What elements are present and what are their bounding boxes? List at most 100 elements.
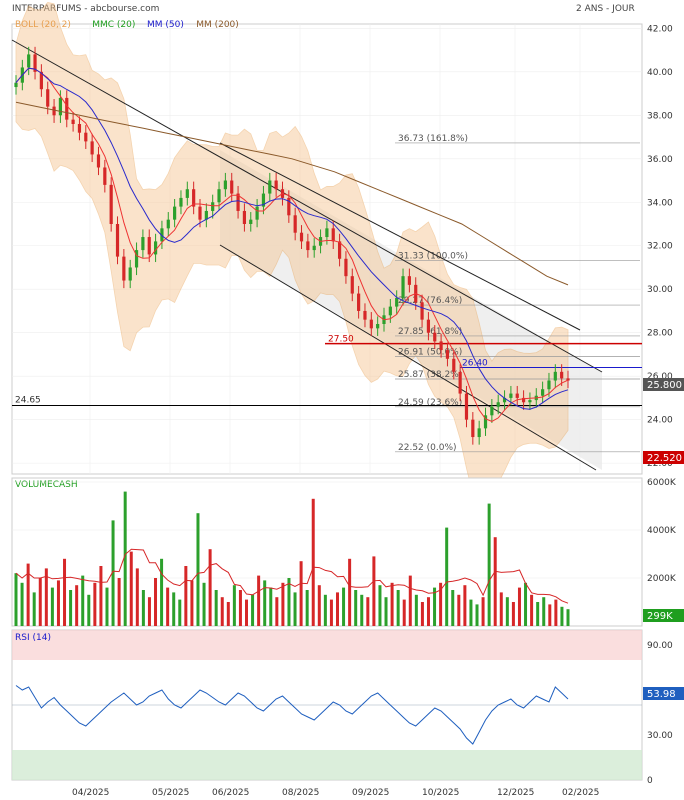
fib-label: 22.52 (0.0%)	[398, 443, 457, 453]
candle-body	[128, 267, 132, 281]
price-tick-label: 28.00	[647, 329, 673, 339]
volume-bar	[166, 587, 170, 626]
candle-body	[109, 184, 113, 224]
price-tick-label: 42.00	[647, 24, 673, 34]
candle-body	[521, 397, 526, 403]
volume-bar	[366, 597, 370, 626]
candle-body	[33, 54, 37, 72]
legend-entry: BOLL (20, 2)	[15, 20, 71, 30]
date-tick-label: 02/2025	[562, 788, 599, 798]
date-tick-label: 04/2025	[72, 788, 109, 798]
candle-body	[204, 210, 208, 220]
candle-body	[420, 302, 424, 320]
date-tick-label: 06/2025	[212, 788, 249, 798]
candle-body	[141, 237, 145, 251]
candle-body	[325, 228, 329, 238]
candle-body	[458, 371, 462, 394]
candle-body	[401, 276, 405, 298]
candle-body	[223, 180, 227, 190]
indicator-legend: BOLL (20, 2) MMC (20) MM (50) MM (200)	[15, 20, 239, 30]
rsi-oversold-zone	[12, 750, 642, 780]
volume-bar	[378, 585, 382, 626]
candle-body	[46, 89, 50, 107]
low-price-label: 22.520	[647, 453, 682, 464]
candle-body	[433, 332, 437, 342]
candle-body	[376, 324, 380, 329]
trendline-middle	[219, 142, 581, 331]
volume-bar	[445, 527, 449, 626]
volume-last-label: 299K	[647, 611, 673, 622]
volume-bar	[457, 594, 461, 626]
volume-bar	[335, 592, 339, 626]
volume-bar	[26, 563, 30, 626]
volume-bar	[147, 597, 151, 626]
price-tick-label: 26.00	[647, 372, 673, 382]
volume-bar	[420, 602, 424, 626]
volume-bar	[75, 585, 79, 626]
level-label: 26.40	[462, 358, 488, 368]
volume-bar	[275, 597, 279, 626]
candle-body	[185, 189, 189, 198]
candle-body	[490, 406, 494, 416]
candle-body	[14, 82, 18, 88]
volume-bar	[263, 580, 267, 626]
candle-body	[452, 358, 456, 372]
volume-bar	[524, 582, 528, 626]
volume-axis: 6000K 4000K 2000K	[12, 478, 677, 584]
legend-entry: MMC (20)	[92, 20, 135, 30]
candle-body	[160, 228, 164, 242]
rsi-last-badge	[643, 687, 684, 700]
candle-body	[306, 241, 310, 251]
last-price-label: 25.800	[647, 380, 682, 391]
price-tick-label: 38.00	[647, 111, 673, 121]
volume-bar	[360, 594, 364, 626]
volume-bar	[433, 587, 437, 626]
candle-body	[299, 232, 304, 242]
candle-body	[274, 180, 278, 190]
volume-bar	[105, 587, 109, 626]
volume-bar	[117, 578, 121, 626]
candle-body	[528, 400, 532, 403]
price-tick-label: 34.00	[647, 198, 673, 208]
volume-bar	[287, 578, 291, 626]
candle-body	[471, 419, 475, 438]
fib-label: 29.27 (76.4%)	[398, 296, 462, 306]
volume-bar	[505, 597, 509, 626]
volume-bar	[257, 575, 261, 626]
date-tick-label: 10/2025	[422, 788, 459, 798]
candle-body	[134, 250, 139, 268]
candle-body	[255, 206, 259, 220]
volume-title: VOLUMECASH	[15, 480, 78, 490]
volume-bar	[245, 599, 249, 626]
trendline-lower	[219, 244, 597, 471]
volume-bar	[220, 597, 224, 626]
volume-bar	[354, 590, 358, 626]
volume-bar	[451, 590, 455, 626]
volume-bar	[56, 580, 60, 626]
volume-bars	[14, 491, 570, 626]
candle-body	[553, 371, 557, 381]
candle-body	[115, 224, 120, 257]
last-price-badge	[643, 378, 684, 391]
candle-body	[230, 180, 234, 194]
volume-bar	[390, 582, 394, 626]
candle-body	[357, 293, 361, 311]
volume-last-badge	[643, 609, 684, 622]
horizontal-levels: 24.65 27.50 26.40	[12, 335, 642, 407]
candle-body	[363, 310, 367, 320]
volume-bar	[329, 599, 333, 626]
mm200-line	[15, 101, 569, 286]
volume-bar	[536, 602, 540, 626]
volume-bar	[469, 599, 473, 626]
trendline-upper	[11, 39, 603, 373]
candle-body	[39, 71, 43, 90]
candle-body	[84, 132, 88, 142]
candle-body	[293, 215, 297, 233]
fib-label: 27.85 (61.8%)	[398, 327, 462, 337]
volume-bar	[499, 592, 503, 626]
volume-bar	[487, 503, 491, 626]
volume-bar	[463, 585, 467, 626]
volume-bar	[99, 566, 103, 626]
volume-bar	[111, 520, 115, 626]
